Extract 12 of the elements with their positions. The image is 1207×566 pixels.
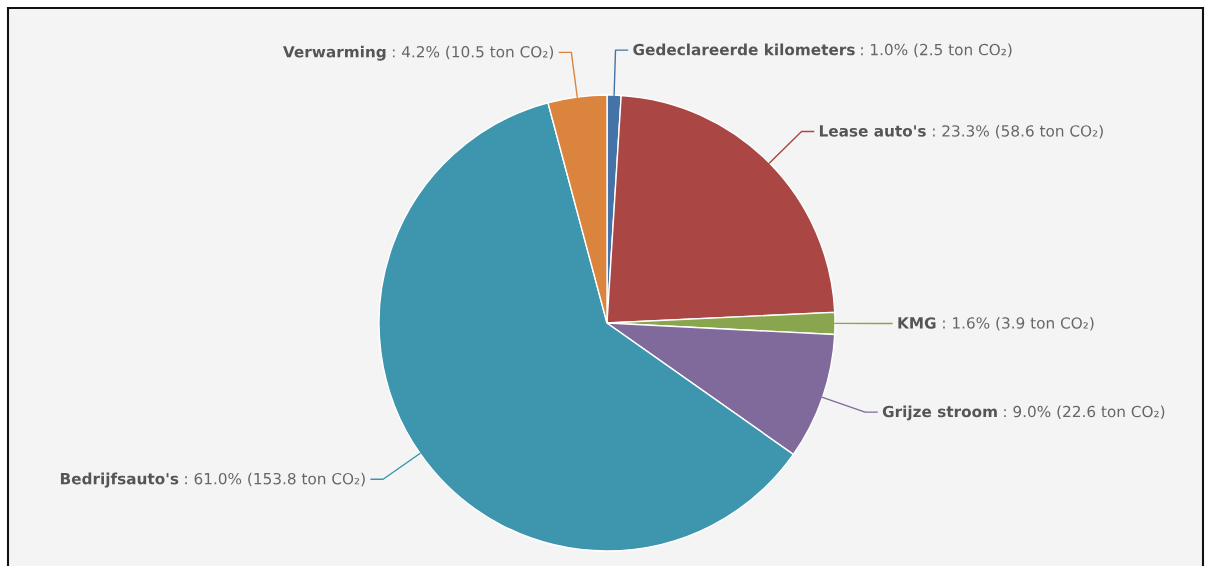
data-label: : 23.3% (58.6 ton CO₂) xyxy=(933,124,1103,139)
slice-label: Grijze stroom xyxy=(882,405,997,421)
data-label: : 1.6% (3.9 ton CO₂) xyxy=(943,316,1094,331)
slice-label: Verwarming xyxy=(282,45,386,61)
slice-label: Lease auto's xyxy=(819,125,926,137)
data-label: : 1.0% (2.5 ton CO₂) xyxy=(861,43,1012,58)
data-label: : 9.0% (22.6 ton CO₂) xyxy=(1004,405,1165,420)
slice-label: KMG xyxy=(898,317,936,329)
slice-label: Gedeclareerde kilometers xyxy=(633,43,855,56)
data-label: : 4.2% (10.5 ton CO₂) xyxy=(392,45,554,60)
data-label: : 61.0% (153.8 ton CO₂) xyxy=(185,472,365,487)
slice-label: Bedrijfsauto's xyxy=(60,472,179,488)
